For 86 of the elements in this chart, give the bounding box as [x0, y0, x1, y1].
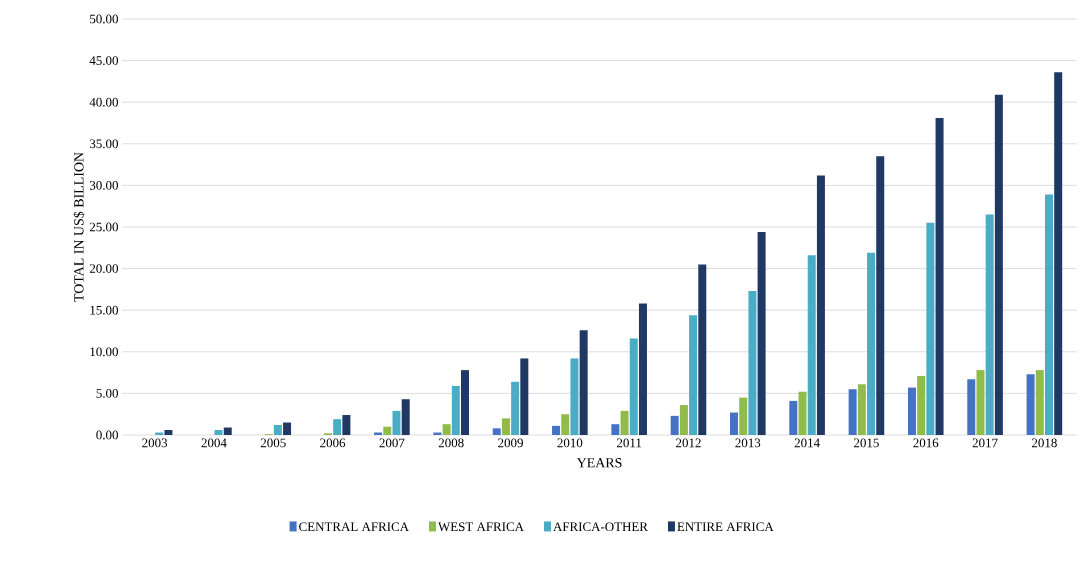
bar: [857, 384, 866, 435]
legend-label: ENTIRE AFRICA: [677, 522, 774, 532]
bar: [333, 419, 342, 435]
bar: [739, 397, 748, 435]
bar: [561, 414, 570, 435]
bar: [689, 315, 698, 435]
bar: [1026, 374, 1035, 435]
y-tick-label: 25.00: [89, 222, 118, 232]
bar: [917, 375, 926, 435]
bar: [492, 428, 501, 435]
bar: [383, 426, 392, 435]
x-tick-label: 2014: [794, 438, 820, 448]
bar: [1054, 72, 1063, 435]
bar: [552, 425, 561, 435]
bar: [579, 330, 588, 435]
bar: [638, 303, 647, 435]
bar: [867, 252, 876, 435]
y-tick-label: 50.00: [90, 14, 118, 24]
bar: [926, 222, 935, 435]
x-tick-label: 2004: [201, 438, 227, 448]
x-tick-label: 2003: [142, 438, 168, 448]
x-tick-label: 2010: [557, 438, 583, 448]
bar: [730, 412, 738, 435]
x-axis-title: YEARS: [576, 458, 622, 468]
bar: [273, 425, 282, 435]
bar: [570, 358, 579, 435]
bar: [164, 430, 173, 435]
y-tick-label: 35.00: [89, 139, 118, 149]
y-tick-label: 15.00: [90, 305, 118, 315]
bar: [679, 405, 688, 435]
legend-label: WEST AFRICA: [438, 522, 524, 532]
x-tick-label: 2015: [854, 438, 879, 448]
bar: [451, 385, 460, 435]
bar: [520, 358, 529, 435]
y-tick-label: 0.00: [96, 430, 118, 440]
legend-label: CENTRAL AFRICA: [299, 522, 409, 532]
bar: [611, 424, 620, 435]
bar: [848, 389, 857, 435]
bar: [907, 387, 916, 435]
bar: [748, 291, 757, 435]
bar: [501, 418, 510, 435]
y-tick-label: 5.00: [96, 389, 118, 398]
y-tick-label: 10.00: [90, 347, 118, 357]
bar: [798, 391, 807, 435]
x-tick-label: 2005: [260, 438, 286, 448]
x-tick-label: 2013: [735, 438, 761, 448]
bar: [757, 231, 766, 435]
bar: [670, 415, 679, 435]
x-tick-label: 2017: [972, 438, 998, 448]
bar: [935, 118, 944, 435]
x-tick-label: 2012: [676, 438, 701, 448]
bar: [214, 430, 223, 435]
y-tick-label: 45.00: [89, 56, 118, 65]
bar: [1035, 370, 1044, 435]
bar: [985, 214, 994, 435]
y-tick-label: 30.00: [89, 181, 118, 190]
bar: [342, 415, 351, 435]
bar: [1044, 194, 1053, 435]
bar: [401, 399, 410, 435]
bar: [442, 424, 451, 435]
bar: [620, 410, 629, 435]
bar: [816, 175, 825, 435]
y-tick-label: 20.00: [89, 264, 118, 273]
x-tick-label: 2018: [1032, 438, 1057, 448]
x-tick-label: 2007: [379, 438, 405, 448]
bar: [994, 94, 1003, 435]
bar: [789, 400, 798, 435]
bar: [698, 264, 707, 435]
x-tick-label: 2011: [617, 438, 642, 448]
bar: [223, 427, 232, 435]
bar: [807, 255, 816, 435]
x-tick-label: 2006: [320, 438, 346, 448]
y-tick-label: 40.00: [89, 97, 118, 107]
legend-label: AFRICA-OTHER: [553, 522, 648, 532]
bar: [392, 410, 401, 435]
bar: [876, 156, 885, 435]
x-tick-label: 2008: [438, 438, 464, 448]
x-tick-label: 2009: [498, 438, 523, 448]
bar: [967, 379, 976, 435]
bar: [511, 381, 520, 435]
bar: [976, 370, 985, 435]
bar: [461, 370, 470, 435]
y-axis-title: TOTAL IN US$ BILLION: [73, 152, 85, 302]
bar: [629, 338, 638, 435]
bar: [283, 422, 292, 435]
x-tick-label: 2016: [913, 438, 939, 448]
